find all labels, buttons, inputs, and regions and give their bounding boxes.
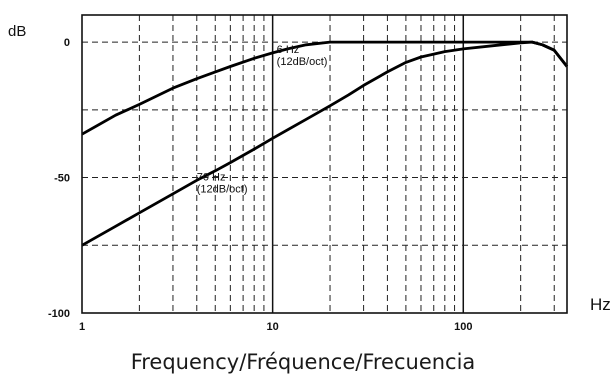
curve-annotation-2: 70 Hz (12dB/oct) [197,171,248,195]
x-axis-label: Frequency/Fréquence/Frecuencia [131,350,476,374]
y-axis-label: dB [8,23,26,40]
x-unit-label: Hz [590,295,611,314]
y-tick-label: -100 [48,308,70,320]
y-tick-label: -50 [54,173,70,185]
x-tick-label: 10 [267,321,279,333]
response-curves [81,40,569,247]
x-tick-label: 1 [79,321,85,333]
annotation-line: 70 Hz [197,171,226,183]
plot-frame [81,14,568,314]
annotation-line: (12dB/oct) [197,183,248,195]
y-tick-label: 0 [64,37,70,49]
x-tick-label: 100 [454,321,472,333]
annotations: 6 Hz (12dB/oct)70 Hz (12dB/oct) [197,44,328,195]
series-line-2 [81,40,569,247]
annotation-line: 6 Hz [277,44,300,56]
annotation-line: (12dB/oct) [277,56,328,68]
tick-labels: 1 10 100 0 -50 -100 [48,37,472,333]
curve-annotation-1: 6 Hz (12dB/oct) [277,44,328,68]
